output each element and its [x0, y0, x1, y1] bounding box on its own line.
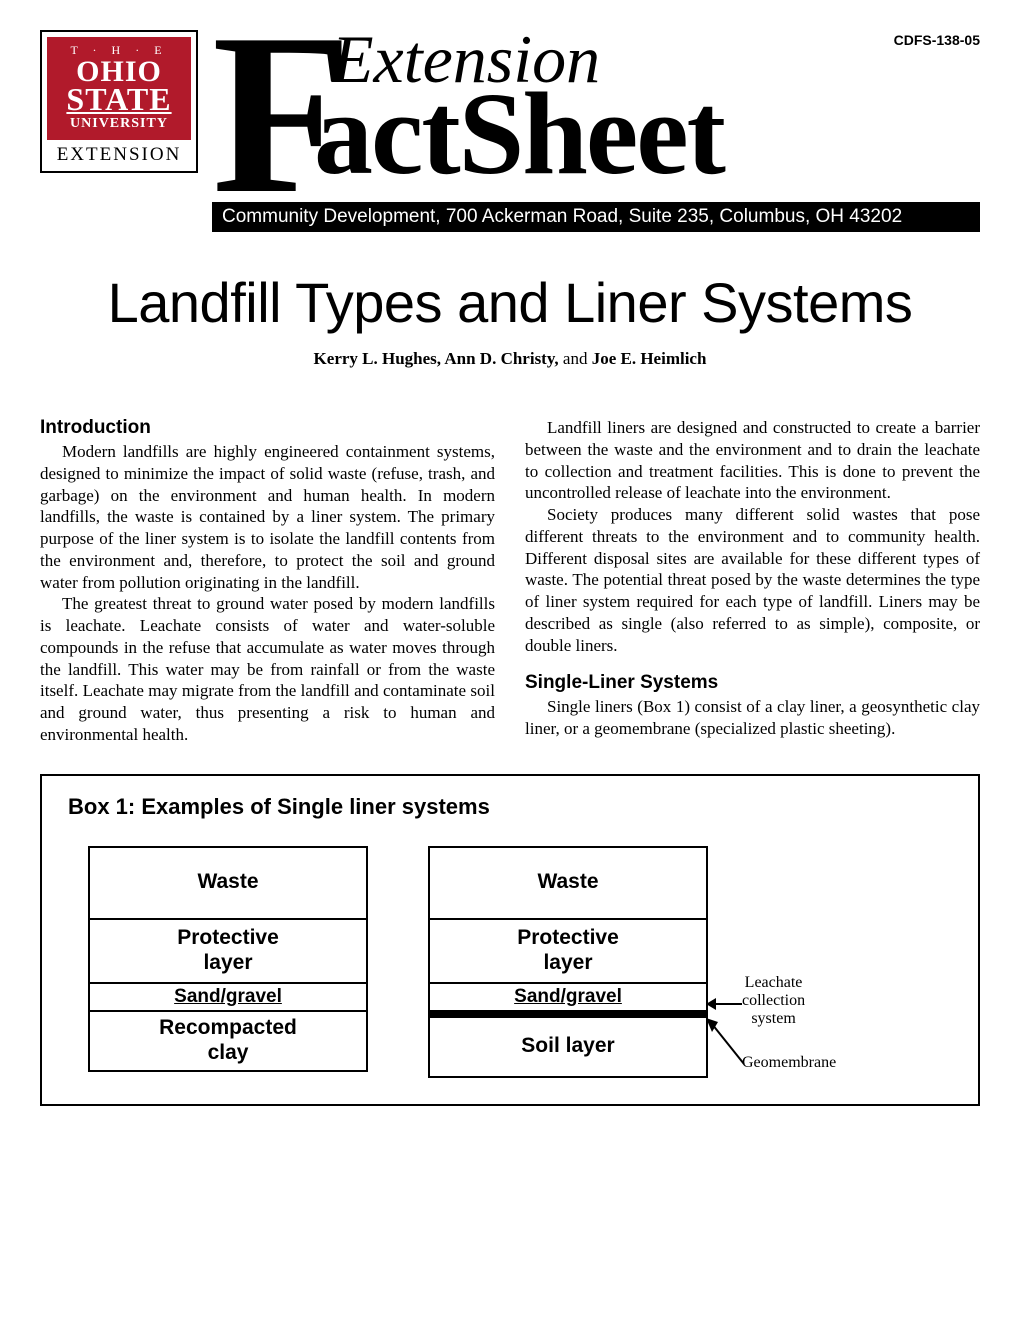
logo-university: UNIVERSITY — [51, 116, 187, 132]
left-protective-2: layer — [203, 951, 252, 975]
right-protective-1: Protective — [517, 926, 619, 950]
right-soil-layer: Soil layer — [430, 1018, 706, 1076]
left-protective-1: Protective — [177, 926, 279, 950]
logo-state: STATE — [51, 85, 187, 114]
authors-last: Joe E. Heimlich — [592, 349, 707, 368]
left-waste-layer: Waste — [90, 848, 366, 920]
leachate-line1: Leachate — [742, 974, 805, 992]
right-protective-2: layer — [543, 951, 592, 975]
left-column: Introduction Modern landfills are highly… — [40, 417, 495, 746]
box-title: Box 1: Examples of Single liner systems — [68, 794, 952, 820]
leachate-annotation: Leachate collection system — [742, 974, 805, 1028]
left-protective-layer: Protective layer — [90, 920, 366, 984]
right-p1: Landfill liners are designed and constru… — [525, 417, 980, 504]
left-stack: Waste Protective layer Sand/gravel Recom… — [88, 846, 368, 1072]
single-liner-heading: Single-Liner Systems — [525, 672, 980, 694]
leachate-line2: collection — [742, 992, 805, 1010]
diagram-row: Waste Protective layer Sand/gravel Recom… — [68, 846, 952, 1078]
box-1-figure: Box 1: Examples of Single liner systems … — [40, 774, 980, 1106]
logo-extension: EXTENSION — [47, 140, 191, 166]
left-clay-1: Recompacted — [159, 1016, 297, 1040]
single-liner-body: Single liners (Box 1) consist of a clay … — [525, 696, 980, 740]
single-p1: Single liners (Box 1) consist of a clay … — [525, 696, 980, 740]
intro-body: Modern landfills are highly engineered c… — [40, 441, 495, 746]
right-stack: Waste Protective layer Sand/gravel Soil … — [428, 846, 708, 1078]
right-p2: Society produces many different solid wa… — [525, 504, 980, 656]
right-waste-layer: Waste — [430, 848, 706, 920]
intro-p2: The greatest threat to ground water pose… — [40, 593, 495, 745]
page-title: Landfill Types and Liner Systems — [40, 270, 980, 335]
authors-and: and — [559, 349, 592, 368]
header: CDFS-138-05 T · H · E OHIO STATE UNIVERS… — [40, 30, 980, 232]
right-column: Landfill liners are designed and constru… — [525, 417, 980, 746]
authors-line: Kerry L. Hughes, Ann D. Christy, and Joe… — [40, 349, 980, 369]
factsheet-wordmark: F Extension actSheet — [212, 30, 980, 202]
geomembrane-annotation: Geomembrane — [742, 1054, 836, 1072]
logo-red-block: T · H · E OHIO STATE UNIVERSITY — [47, 37, 191, 140]
leachate-line3: system — [742, 1010, 805, 1028]
intro-p1: Modern landfills are highly engineered c… — [40, 441, 495, 593]
masthead: F Extension actSheet Community Developme… — [212, 30, 980, 232]
right-sand-layer: Sand/gravel — [430, 984, 706, 1012]
left-clay-2: clay — [208, 1041, 249, 1065]
geomembrane-arrow — [704, 1018, 748, 1070]
intro-heading: Introduction — [40, 417, 495, 439]
left-clay-layer: Recompacted clay — [90, 1012, 366, 1070]
authors-primary: Kerry L. Hughes, Ann D. Christy, — [314, 349, 559, 368]
right-body: Landfill liners are designed and constru… — [525, 417, 980, 656]
osu-logo: T · H · E OHIO STATE UNIVERSITY EXTENSIO… — [40, 30, 198, 173]
body-columns: Introduction Modern landfills are highly… — [40, 417, 980, 746]
leachate-arrow — [706, 994, 746, 1014]
right-protective-layer: Protective layer — [430, 920, 706, 984]
actsheet-word: actSheet — [314, 66, 724, 202]
left-sand-layer: Sand/gravel — [90, 984, 366, 1012]
